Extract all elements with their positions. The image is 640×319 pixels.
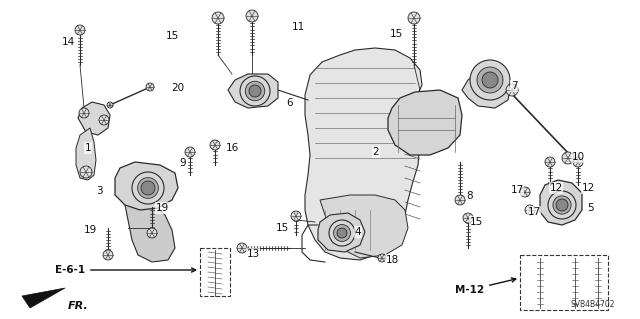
Circle shape — [138, 178, 159, 198]
Circle shape — [548, 191, 576, 219]
Circle shape — [520, 187, 530, 197]
Text: 5: 5 — [587, 203, 593, 213]
Polygon shape — [22, 288, 65, 308]
Circle shape — [103, 250, 113, 260]
Circle shape — [99, 115, 109, 125]
Text: 20: 20 — [172, 83, 184, 93]
Circle shape — [240, 76, 270, 106]
Text: 6: 6 — [287, 98, 293, 108]
Circle shape — [246, 10, 258, 22]
Text: 11: 11 — [291, 22, 305, 32]
Circle shape — [329, 220, 355, 246]
Text: 14: 14 — [61, 37, 75, 47]
Text: E-6-1: E-6-1 — [55, 265, 196, 275]
Circle shape — [455, 195, 465, 205]
Circle shape — [75, 25, 85, 35]
Circle shape — [107, 102, 113, 108]
Text: M-12: M-12 — [455, 278, 516, 295]
Text: SVB4B4702: SVB4B4702 — [570, 300, 615, 309]
Circle shape — [477, 67, 503, 93]
Circle shape — [525, 205, 535, 215]
Circle shape — [291, 211, 301, 221]
Circle shape — [378, 254, 386, 262]
Circle shape — [553, 196, 571, 214]
Circle shape — [141, 181, 155, 195]
Text: 3: 3 — [96, 186, 102, 196]
Text: 9: 9 — [180, 158, 186, 168]
Text: 19: 19 — [83, 225, 97, 235]
Text: 13: 13 — [246, 249, 260, 259]
Circle shape — [470, 60, 510, 100]
Text: 12: 12 — [581, 183, 595, 193]
Text: FR.: FR. — [68, 301, 89, 311]
Circle shape — [556, 199, 568, 211]
Polygon shape — [540, 180, 582, 225]
Text: 17: 17 — [527, 207, 541, 217]
Circle shape — [212, 12, 224, 24]
Text: 15: 15 — [469, 217, 483, 227]
Polygon shape — [115, 162, 178, 210]
Circle shape — [463, 213, 473, 223]
Text: 15: 15 — [389, 29, 403, 39]
Polygon shape — [388, 90, 462, 155]
Text: 4: 4 — [355, 227, 362, 237]
Circle shape — [482, 72, 498, 88]
Polygon shape — [318, 213, 365, 252]
Text: 15: 15 — [275, 223, 289, 233]
Circle shape — [506, 84, 518, 96]
Circle shape — [245, 81, 265, 101]
Text: 17: 17 — [510, 185, 524, 195]
Polygon shape — [320, 195, 408, 258]
Circle shape — [237, 243, 247, 253]
Circle shape — [573, 157, 583, 167]
Text: 7: 7 — [511, 81, 517, 91]
Polygon shape — [228, 74, 278, 108]
Circle shape — [185, 147, 195, 157]
Text: 1: 1 — [84, 143, 92, 153]
Polygon shape — [78, 102, 110, 135]
Text: 2: 2 — [372, 147, 380, 157]
Polygon shape — [125, 205, 175, 262]
Polygon shape — [305, 48, 422, 260]
Circle shape — [132, 172, 164, 204]
Text: 12: 12 — [549, 183, 563, 193]
Circle shape — [408, 12, 420, 24]
Text: 15: 15 — [165, 31, 179, 41]
Text: 10: 10 — [572, 152, 584, 162]
Text: 8: 8 — [467, 191, 474, 201]
Text: 18: 18 — [385, 255, 399, 265]
Circle shape — [333, 225, 351, 241]
Circle shape — [545, 157, 555, 167]
Circle shape — [562, 152, 574, 164]
Circle shape — [80, 166, 92, 178]
Circle shape — [79, 108, 89, 118]
Circle shape — [146, 83, 154, 91]
Text: 19: 19 — [156, 203, 168, 213]
Polygon shape — [76, 128, 96, 180]
Circle shape — [337, 228, 347, 238]
Text: 16: 16 — [225, 143, 239, 153]
Circle shape — [210, 140, 220, 150]
Circle shape — [147, 228, 157, 238]
Circle shape — [249, 85, 261, 97]
Polygon shape — [462, 72, 510, 108]
